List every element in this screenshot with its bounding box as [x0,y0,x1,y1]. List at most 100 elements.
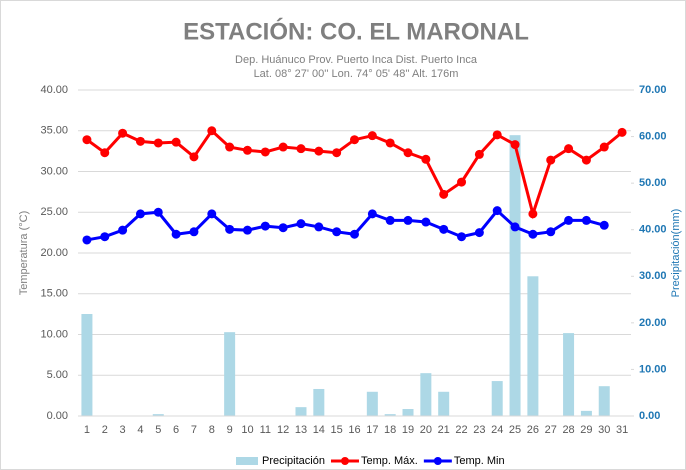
bar [402,409,414,416]
point [385,138,395,148]
point [82,235,92,245]
x-tick-label: 21 [438,424,450,436]
bar [598,386,610,416]
point [135,209,145,219]
point [207,209,217,219]
point [421,217,431,227]
y2-axis-label: Precipitación(mm) [670,209,682,298]
x-tick-label: 17 [366,424,378,436]
y-tick-label: 15.00 [40,288,68,300]
point [528,209,538,219]
point [403,148,413,158]
point [135,136,145,146]
point [153,207,163,217]
bar [384,414,396,416]
point [385,215,395,225]
point [546,227,556,237]
y2-tick-label: 30.00 [639,270,667,282]
x-tick-label: 23 [473,424,485,436]
point [421,154,431,164]
bar [509,135,521,416]
y2-tick-label: 0.00 [639,410,660,422]
x-tick-label: 24 [491,424,503,436]
point [599,142,609,152]
chart-subtitle: Lat. 08° 27' 00'' Lon. 74° 05' 48'' Alt.… [254,68,459,80]
x-tick-label: 30 [598,424,610,436]
legend-swatch [340,457,349,465]
y-axis-label: Temperatura (°C) [18,211,30,295]
legend-swatch [433,457,442,465]
y-tick-label: 20.00 [40,247,68,259]
x-tick-label: 31 [616,424,628,436]
y2-tick-label: 70.00 [639,84,667,96]
point [350,135,359,145]
point [314,146,324,156]
point [100,232,110,242]
y-tick-label: 5.00 [47,369,68,381]
point [278,142,288,152]
x-tick-label: 14 [313,424,325,436]
point [296,144,306,154]
x-tick-label: 26 [527,424,539,436]
point [225,142,235,152]
point [100,148,110,158]
point [225,224,235,234]
y-tick-label: 35.00 [40,125,68,137]
point [242,225,252,235]
point [207,126,217,136]
point [457,232,467,242]
x-tick-label: 19 [402,424,414,436]
point [278,223,288,233]
point [510,222,520,232]
x-tick-label: 4 [137,424,143,436]
x-tick-label: 20 [420,424,432,436]
legend-label: Precipitación [262,455,325,467]
point [617,127,627,137]
bar [224,332,236,416]
x-tick-label: 22 [455,424,467,436]
x-tick-label: 12 [277,424,289,436]
x-tick-label: 10 [241,424,253,436]
point [171,229,181,239]
point [153,138,163,148]
y2-tick-label: 40.00 [639,224,667,236]
point [260,221,270,231]
y2-tick-label: 60.00 [639,130,667,142]
x-tick-label: 18 [384,424,396,436]
point [564,215,574,225]
x-tick-label: 16 [348,424,360,436]
x-tick-label: 15 [331,424,343,436]
x-tick-label: 5 [155,424,161,436]
point [314,222,324,232]
bar [152,414,164,416]
bar [438,391,450,416]
chart-subtitle: Dep. Huánuco Prov. Puerto Inca Dist. Pue… [235,54,478,66]
y2-tick-label: 10.00 [639,363,667,375]
point [474,228,484,238]
point [171,137,181,147]
point [189,227,199,237]
point [350,229,359,239]
point [367,209,377,219]
point [118,225,128,235]
legend-label: Temp. Máx. [361,455,418,467]
point [332,148,342,158]
x-tick-label: 8 [209,424,215,436]
y-tick-label: 10.00 [40,328,68,340]
legend-swatch [236,457,258,465]
x-tick-label: 28 [562,424,574,436]
x-tick-label: 9 [227,424,233,436]
point [546,155,556,165]
bar [366,391,378,416]
bar [563,333,575,416]
y-tick-label: 25.00 [40,206,68,218]
bar [295,407,307,416]
x-tick-label: 13 [295,424,307,436]
point [581,215,591,225]
bar [580,410,592,416]
bar [491,381,503,416]
point [260,147,270,157]
point [492,130,502,140]
bar [420,373,432,416]
